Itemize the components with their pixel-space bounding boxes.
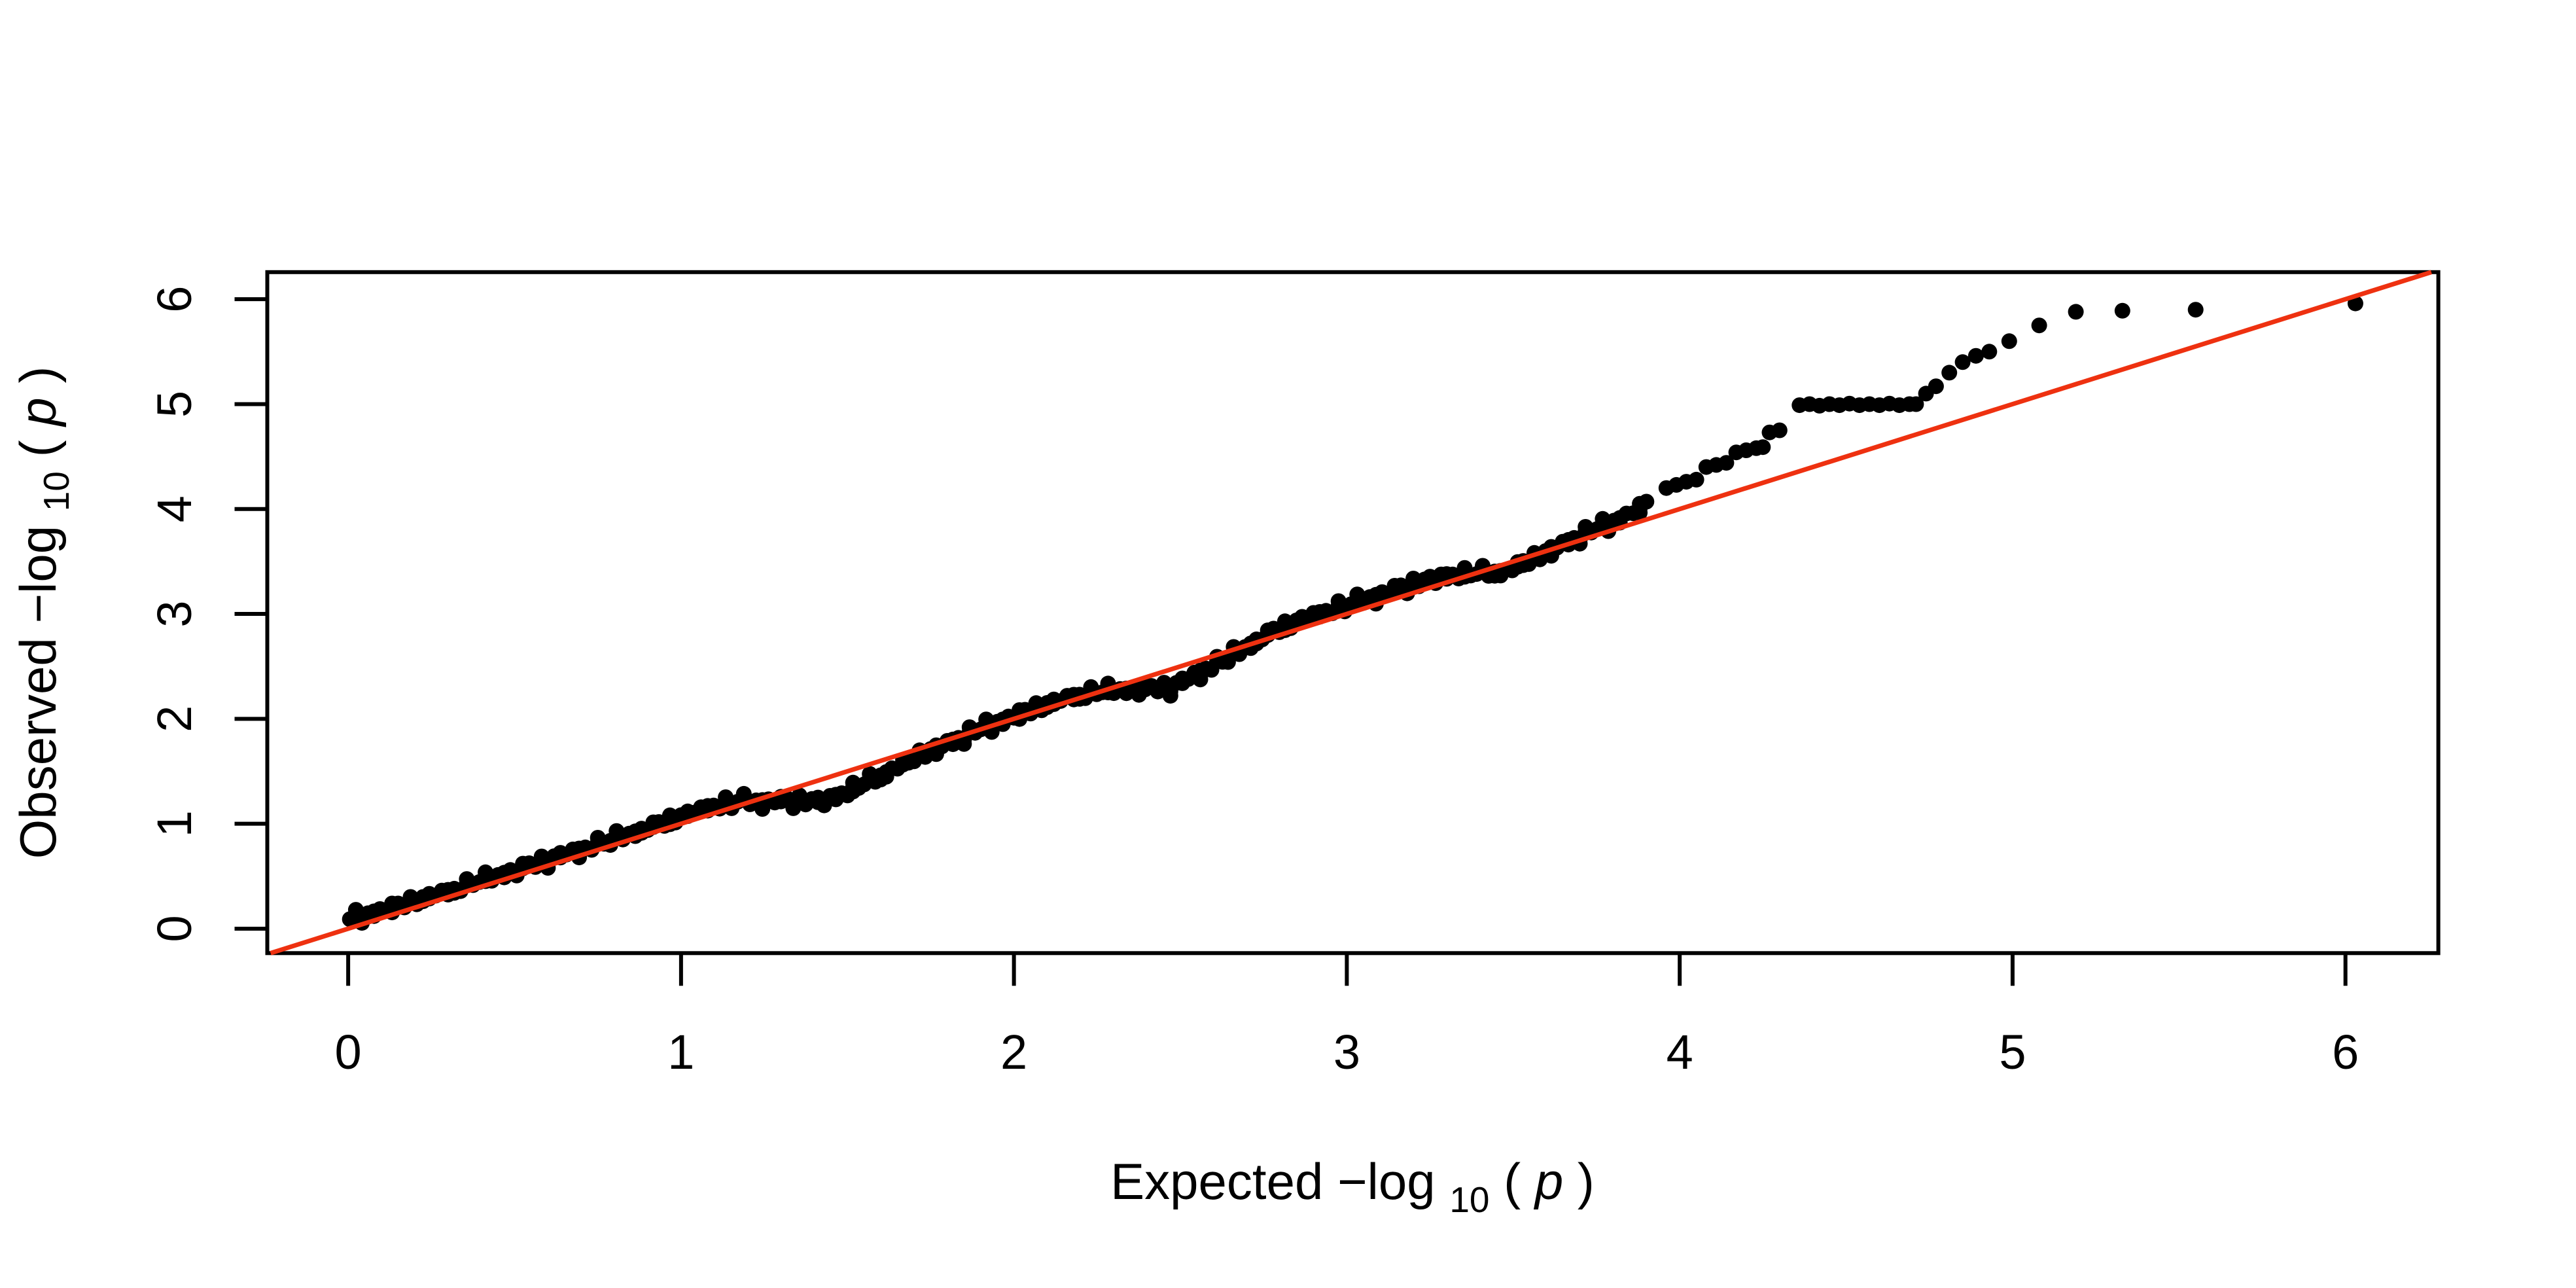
- y-title-paren-open: (: [9, 440, 67, 457]
- y-axis: 0 1 2 3 4 5 6: [147, 286, 268, 942]
- x-axis: 0 1 2 3 4 5 6: [335, 953, 2359, 1079]
- data-point: [1162, 688, 1178, 704]
- y-tick-label: 6: [147, 286, 202, 313]
- data-point: [1981, 344, 1998, 360]
- y-title-variable: p: [9, 397, 67, 427]
- x-tick-label: 0: [335, 1025, 362, 1079]
- data-point: [1755, 439, 1771, 456]
- x-title-paren-open: (: [1504, 1153, 1521, 1210]
- data-point: [1688, 471, 1704, 488]
- data-point: [2187, 302, 2204, 318]
- y-tick-label: 1: [147, 810, 202, 837]
- x-tick-label: 6: [2332, 1025, 2359, 1079]
- y-title-paren-close: ): [9, 367, 67, 384]
- y-tick-label: 3: [147, 600, 202, 627]
- x-tick-label: 4: [1667, 1025, 1693, 1079]
- data-point: [2114, 302, 2130, 319]
- y-tick-label: 2: [147, 706, 202, 732]
- y-tick-label: 5: [147, 391, 202, 418]
- y-tick-label: 0: [147, 915, 202, 942]
- data-point: [2068, 304, 2084, 320]
- y-tick-label: 4: [147, 495, 202, 522]
- x-axis-title: Expected −log 10 ( p ): [1110, 1153, 1595, 1223]
- x-tick-label: 1: [667, 1025, 694, 1079]
- data-point: [1928, 378, 1944, 395]
- data-point: [956, 736, 972, 752]
- x-tick-label: 3: [1333, 1025, 1360, 1079]
- x-title-subscript: 10: [1449, 1179, 1489, 1220]
- x-title-variable: p: [1534, 1153, 1563, 1210]
- data-point: [1954, 354, 1971, 370]
- x-tick-label: 2: [1000, 1025, 1027, 1079]
- x-title-paren-close: ): [1578, 1153, 1595, 1210]
- data-point: [2001, 333, 2017, 349]
- y-title-subscript: 10: [36, 471, 77, 511]
- data-point: [1771, 422, 1788, 438]
- data-point: [2031, 317, 2047, 334]
- identity-reference-line: [270, 270, 2432, 956]
- data-point: [1941, 365, 1958, 381]
- data-point: [1908, 396, 1924, 412]
- y-title-pre: Observed −log: [9, 526, 67, 859]
- x-tick-label: 5: [1999, 1025, 2026, 1079]
- data-point: [1967, 348, 1984, 364]
- x-title-pre: Expected −log: [1110, 1153, 1436, 1210]
- data-point: [1638, 493, 1655, 510]
- data-point: [1718, 455, 1735, 471]
- y-axis-title: Observed −log 10 ( p ): [9, 367, 80, 859]
